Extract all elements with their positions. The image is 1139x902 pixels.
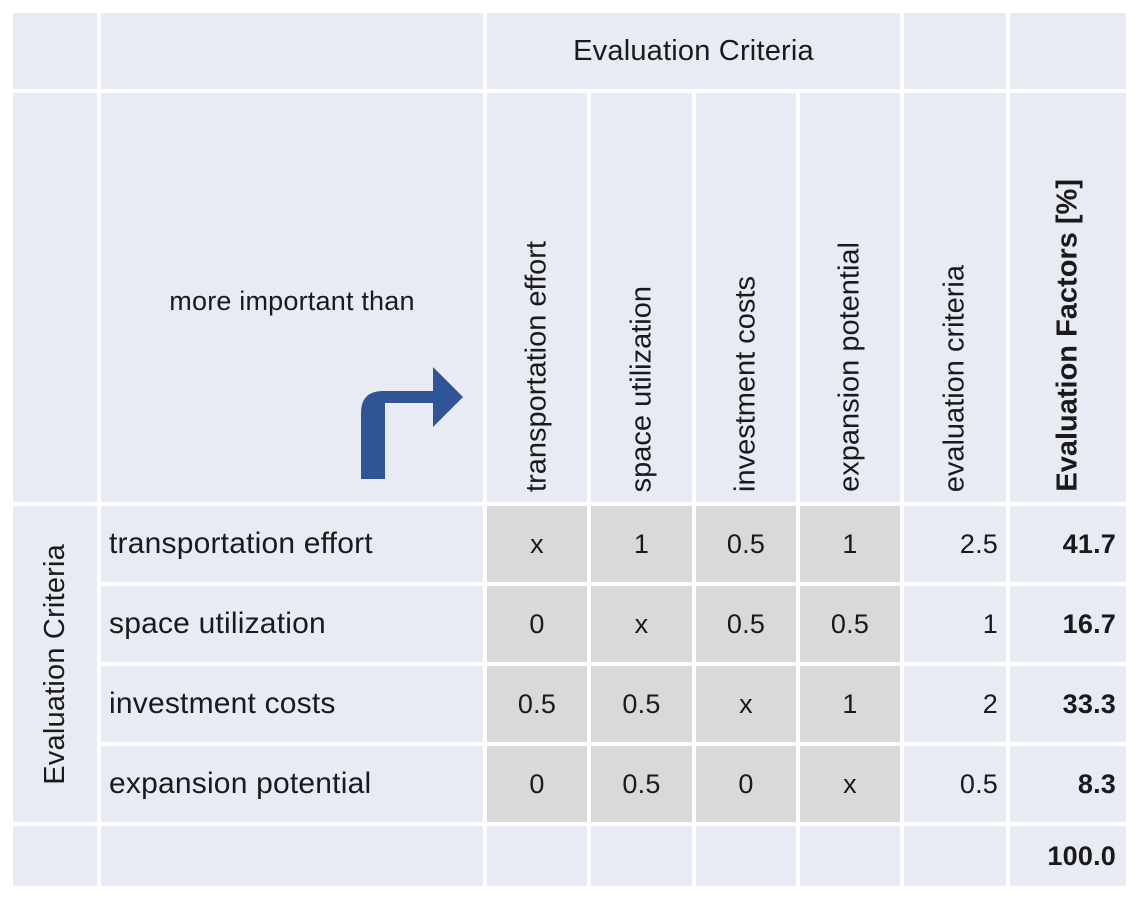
column-header-label: space utilization: [625, 285, 657, 492]
more-important-than-label: more important than: [169, 286, 415, 316]
column-header-label: transportation effort: [520, 241, 553, 492]
column-header-expansion-potential: expansion potential: [800, 93, 900, 502]
row-label: transportation effort: [109, 527, 373, 560]
total-value: 100.0: [1047, 840, 1116, 871]
side-label-cell: Evaluation Criteria: [13, 506, 97, 822]
total-row-empty: [487, 826, 587, 886]
row-label: expansion potential: [109, 767, 372, 800]
matrix-cell: x: [696, 666, 796, 742]
matrix-value: 0: [738, 768, 754, 799]
total-cell: 100.0: [1010, 826, 1126, 886]
sum-value: 0.5: [959, 768, 998, 799]
corner-cell-top-label-column: [101, 13, 483, 89]
matrix-value: 0: [529, 768, 545, 799]
more-important-than-cell: more important than: [101, 93, 483, 502]
row-label-cell: transportation effort: [101, 506, 483, 582]
column-header-label: Evaluation Factors [%]: [1051, 179, 1084, 492]
sum-value: 1: [982, 608, 998, 639]
matrix-cell: 0: [696, 746, 796, 822]
matrix-cell: x: [487, 506, 587, 582]
column-header-label: investment costs: [729, 276, 762, 492]
matrix-cell: x: [591, 586, 692, 662]
matrix-value: 1: [842, 528, 858, 559]
total-row-empty: [101, 826, 483, 886]
header-top-factor-column: [1010, 13, 1126, 89]
factor-value: 8.3: [1077, 768, 1116, 799]
matrix-cell: 0.5: [800, 586, 900, 662]
matrix-value: x: [739, 688, 753, 719]
matrix-cell: 0.5: [591, 666, 692, 742]
header-top-sum-column: [904, 13, 1006, 89]
row-label-cell: expansion potential: [101, 746, 483, 822]
turn-right-arrow-icon: [355, 365, 465, 485]
total-row-empty: [696, 826, 796, 886]
matrix-cell: 1: [800, 666, 900, 742]
matrix-cell: 0.5: [591, 746, 692, 822]
sum-cell: 2.5: [904, 506, 1006, 582]
matrix-value: x: [843, 768, 857, 799]
row-label-cell: space utilization: [101, 586, 483, 662]
total-row-empty: [13, 826, 97, 886]
matrix-cell: 0.5: [696, 506, 796, 582]
matrix-value: x: [530, 528, 544, 559]
column-header-label: expansion potential: [833, 242, 866, 492]
factor-cell: 8.3: [1010, 746, 1126, 822]
sum-value: 2: [982, 688, 998, 719]
matrix-cell: 1: [800, 506, 900, 582]
side-label: Evaluation Criteria: [38, 543, 71, 785]
column-header-label: evaluation criteria: [938, 264, 971, 492]
factor-cell: 33.3: [1010, 666, 1126, 742]
matrix-value: 0.5: [622, 768, 661, 799]
column-header-transportation-effort: transportation effort: [487, 93, 587, 502]
matrix-value: 0: [529, 608, 545, 639]
matrix-cell: 0.5: [487, 666, 587, 742]
column-header-evaluation-factors: Evaluation Factors [%]: [1010, 93, 1126, 502]
column-header-space-utilization: space utilization: [591, 93, 692, 502]
sum-cell: 1: [904, 586, 1006, 662]
row-label: space utilization: [109, 607, 326, 640]
matrix-value: 0.5: [622, 688, 661, 719]
matrix-cell: 0: [487, 586, 587, 662]
corner-cell-left: [13, 93, 97, 502]
matrix-value: 0.5: [726, 608, 766, 639]
evaluation-criteria-group-header: Evaluation Criteria: [487, 13, 900, 89]
column-header-evaluation-criteria: evaluation criteria: [904, 93, 1006, 502]
matrix-value: 1: [842, 688, 858, 719]
sum-value: 2.5: [959, 528, 998, 559]
total-row-empty: [904, 826, 1006, 886]
evaluation-criteria-group-label: Evaluation Criteria: [573, 34, 814, 67]
matrix-cell: x: [800, 746, 900, 822]
factor-value: 41.7: [1062, 528, 1116, 559]
sum-cell: 0.5: [904, 746, 1006, 822]
row-label: investment costs: [109, 687, 336, 720]
matrix-value: 0.5: [726, 528, 766, 559]
matrix-cell: 0: [487, 746, 587, 822]
matrix-value: 0.5: [517, 688, 557, 719]
total-row-empty: [800, 826, 900, 886]
matrix-cell: 0.5: [696, 586, 796, 662]
row-label-cell: investment costs: [101, 666, 483, 742]
matrix-value: x: [634, 608, 649, 639]
matrix-value: 1: [633, 528, 650, 559]
factor-value: 16.7: [1062, 608, 1116, 639]
sum-cell: 2: [904, 666, 1006, 742]
factor-cell: 41.7: [1010, 506, 1126, 582]
matrix-value: 0.5: [830, 608, 870, 639]
factor-value: 33.3: [1062, 688, 1116, 719]
total-row-empty: [591, 826, 692, 886]
matrix-cell: 1: [591, 506, 692, 582]
corner-cell-top-left: [13, 13, 97, 89]
column-header-investment-costs: investment costs: [696, 93, 796, 502]
factor-cell: 16.7: [1010, 586, 1126, 662]
